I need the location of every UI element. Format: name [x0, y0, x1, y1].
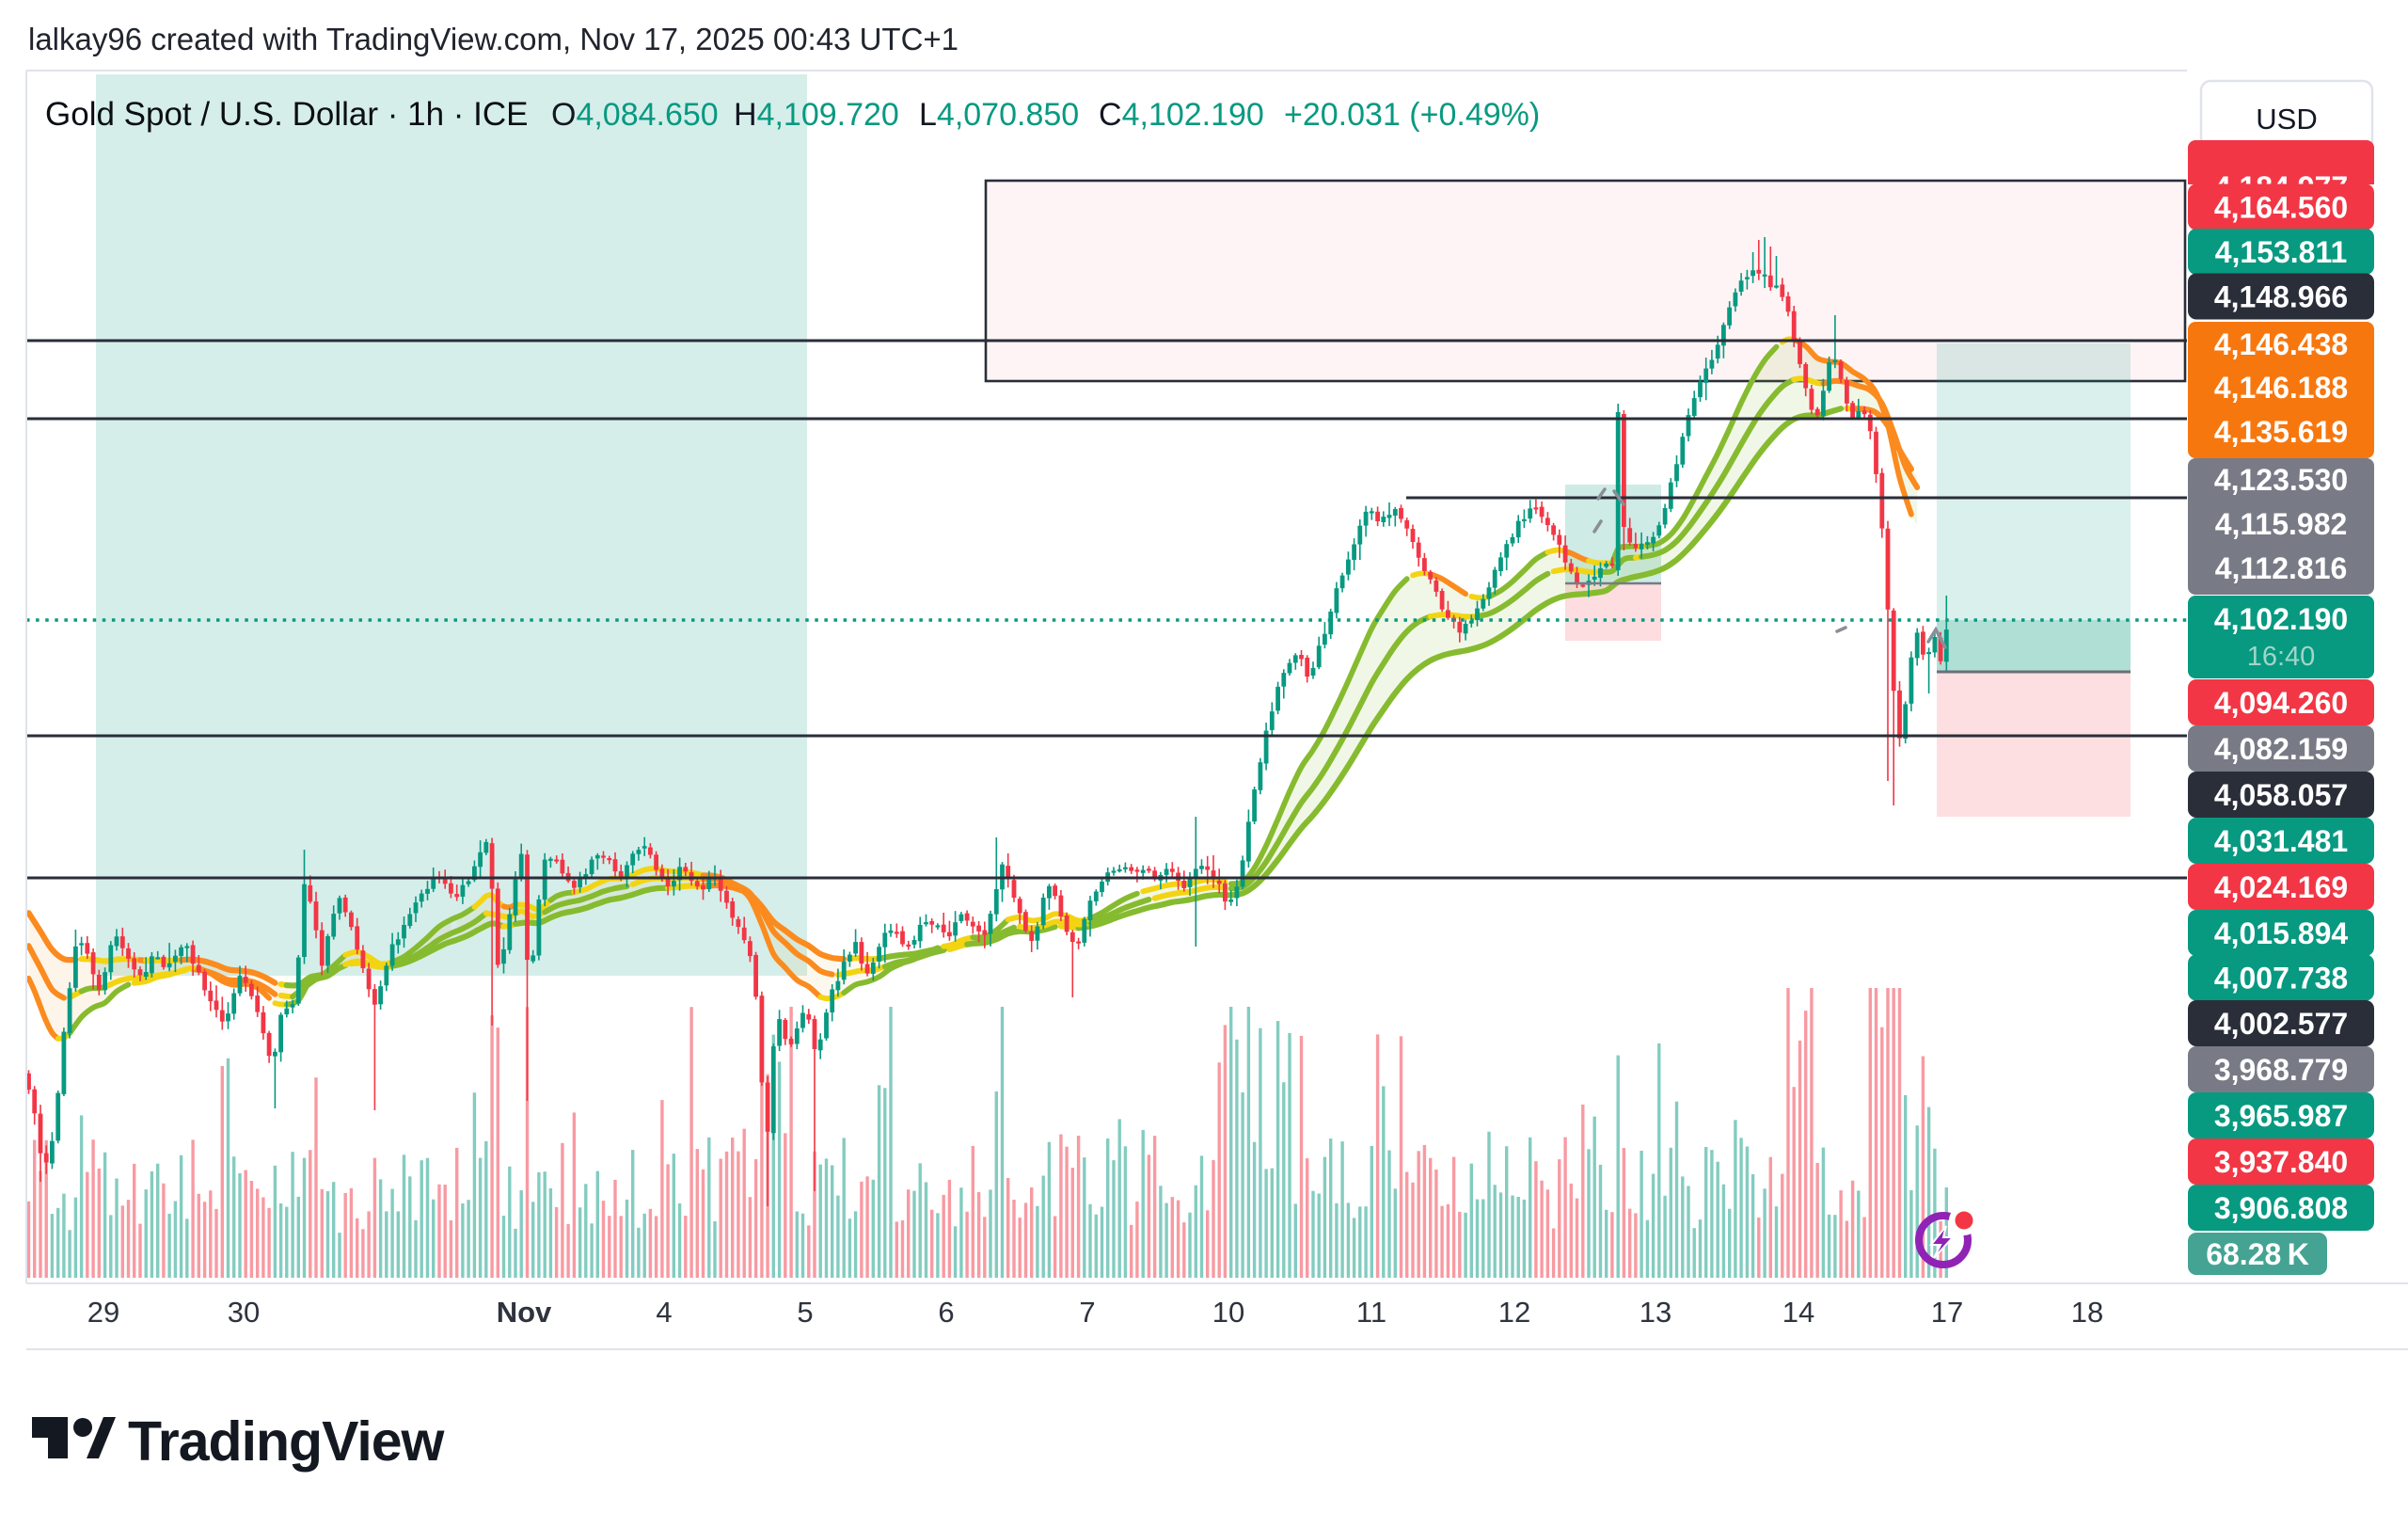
- svg-text:14: 14: [1782, 1296, 1814, 1329]
- svg-text:4,148.966: 4,148.966: [2214, 280, 2348, 314]
- svg-text:3,906.808: 3,906.808: [2214, 1191, 2348, 1225]
- svg-text:6: 6: [938, 1296, 954, 1329]
- svg-text:3,965.987: 3,965.987: [2214, 1099, 2348, 1133]
- svg-text:L4,070.850: L4,070.850: [919, 97, 1079, 133]
- svg-text:+20.031 (+0.49%): +20.031 (+0.49%): [1284, 97, 1540, 133]
- svg-text:4: 4: [656, 1296, 672, 1329]
- svg-text:13: 13: [1640, 1296, 1671, 1329]
- svg-text:4,002.577: 4,002.577: [2214, 1007, 2348, 1041]
- svg-text:4,015.894: 4,015.894: [2214, 916, 2349, 950]
- svg-text:30: 30: [228, 1296, 260, 1329]
- svg-text:29: 29: [87, 1296, 119, 1329]
- svg-text:4,082.159: 4,082.159: [2214, 732, 2348, 766]
- svg-text:O4,084.650: O4,084.650: [551, 97, 719, 133]
- svg-text:3,937.840: 3,937.840: [2214, 1145, 2348, 1179]
- svg-text:4,123.530: 4,123.530: [2214, 463, 2348, 497]
- svg-text:4,112.816: 4,112.816: [2215, 551, 2348, 585]
- svg-text:4,146.188: 4,146.188: [2214, 371, 2348, 405]
- svg-text:3,968.779: 3,968.779: [2214, 1053, 2348, 1087]
- svg-text:4,094.260: 4,094.260: [2214, 686, 2348, 720]
- svg-text:C4,102.190: C4,102.190: [1099, 97, 1264, 133]
- svg-text:4,031.481: 4,031.481: [2214, 824, 2348, 858]
- svg-text:11: 11: [1356, 1296, 1386, 1329]
- svg-text:10: 10: [1212, 1296, 1244, 1329]
- svg-text:Gold Spot / U.S. Dollar · 1h ·: Gold Spot / U.S. Dollar · 1h · ICE: [45, 96, 529, 133]
- svg-text:4,146.438: 4,146.438: [2214, 327, 2348, 361]
- svg-text:7: 7: [1079, 1296, 1095, 1329]
- svg-text:4,058.057: 4,058.057: [2214, 778, 2348, 812]
- svg-text:4,115.982: 4,115.982: [2215, 507, 2348, 541]
- svg-text:4,135.619: 4,135.619: [2214, 415, 2348, 449]
- svg-text:12: 12: [1498, 1296, 1530, 1329]
- svg-text:68.28 K: 68.28 K: [2206, 1237, 2309, 1271]
- svg-text:USD: USD: [2256, 103, 2317, 135]
- svg-text:TradingView: TradingView: [128, 1410, 445, 1473]
- svg-text:H4,109.720: H4,109.720: [734, 97, 899, 133]
- svg-text:18: 18: [2071, 1296, 2103, 1329]
- svg-text:4,102.190: 4,102.190: [2214, 602, 2348, 636]
- svg-text:4,007.738: 4,007.738: [2214, 962, 2348, 995]
- svg-text:4,153.811: 4,153.811: [2215, 235, 2348, 269]
- svg-text:lalkay96 created with TradingV: lalkay96 created with TradingView.com, N…: [28, 22, 958, 56]
- svg-text:16:40: 16:40: [2247, 642, 2316, 672]
- svg-text:4,184.977: 4,184.977: [2214, 170, 2348, 204]
- svg-text:5: 5: [797, 1296, 813, 1329]
- svg-text:4,164.560: 4,164.560: [2214, 191, 2348, 225]
- svg-text:4,024.169: 4,024.169: [2214, 870, 2348, 904]
- svg-text:17: 17: [1931, 1296, 1963, 1329]
- svg-text:Nov: Nov: [497, 1296, 552, 1329]
